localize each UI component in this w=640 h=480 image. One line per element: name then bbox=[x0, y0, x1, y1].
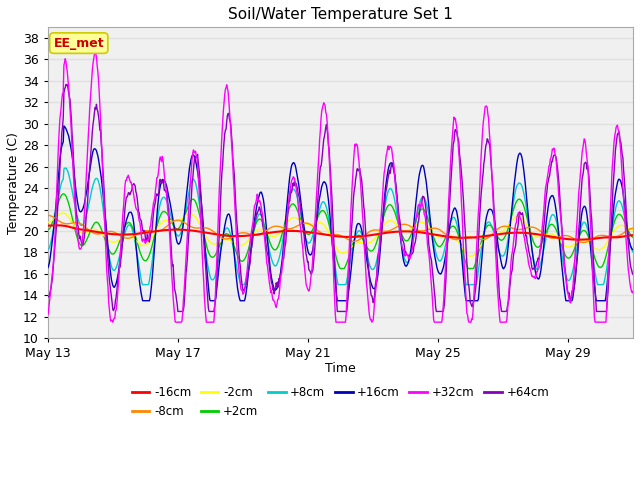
Y-axis label: Temperature (C): Temperature (C) bbox=[7, 132, 20, 234]
-8cm bbox=[44, 213, 51, 218]
+32cm bbox=[377, 220, 385, 226]
X-axis label: Time: Time bbox=[325, 361, 356, 375]
Text: EE_met: EE_met bbox=[54, 36, 104, 49]
-8cm bbox=[65, 221, 72, 227]
+2cm bbox=[60, 191, 67, 197]
+8cm bbox=[61, 165, 69, 171]
Line: +8cm: +8cm bbox=[47, 168, 633, 285]
+8cm bbox=[44, 247, 51, 252]
+64cm bbox=[62, 82, 70, 87]
-16cm bbox=[575, 237, 582, 242]
+8cm bbox=[377, 233, 385, 239]
+8cm bbox=[629, 249, 637, 255]
-2cm bbox=[257, 227, 265, 232]
+16cm bbox=[140, 298, 147, 304]
-2cm bbox=[182, 213, 190, 218]
-2cm bbox=[44, 219, 51, 225]
+16cm bbox=[44, 265, 51, 271]
-16cm bbox=[54, 222, 61, 228]
+16cm bbox=[289, 160, 297, 166]
+64cm bbox=[258, 215, 266, 220]
Title: Soil/Water Temperature Set 1: Soil/Water Temperature Set 1 bbox=[228, 7, 452, 22]
+64cm bbox=[518, 211, 525, 217]
-8cm bbox=[629, 225, 637, 231]
+16cm bbox=[60, 123, 68, 129]
+8cm bbox=[139, 282, 147, 288]
+32cm bbox=[65, 84, 72, 89]
+32cm bbox=[629, 290, 637, 296]
Line: +32cm: +32cm bbox=[47, 54, 633, 322]
+8cm bbox=[258, 214, 266, 219]
Line: -8cm: -8cm bbox=[47, 216, 633, 242]
+2cm bbox=[629, 235, 637, 240]
-2cm bbox=[467, 253, 475, 259]
+32cm bbox=[258, 209, 266, 215]
+16cm bbox=[65, 137, 73, 143]
+32cm bbox=[92, 51, 100, 57]
+64cm bbox=[289, 180, 297, 186]
+32cm bbox=[289, 174, 297, 180]
Line: +2cm: +2cm bbox=[47, 194, 633, 268]
+16cm bbox=[629, 247, 637, 253]
+64cm bbox=[174, 309, 182, 314]
+64cm bbox=[65, 94, 73, 100]
-16cm bbox=[44, 223, 51, 228]
-16cm bbox=[517, 230, 525, 236]
Line: +64cm: +64cm bbox=[47, 84, 633, 312]
-2cm bbox=[518, 216, 525, 221]
+32cm bbox=[109, 319, 116, 325]
+64cm bbox=[44, 294, 51, 300]
+2cm bbox=[65, 203, 73, 209]
+8cm bbox=[289, 186, 297, 192]
Line: +16cm: +16cm bbox=[47, 126, 633, 301]
+2cm bbox=[518, 199, 525, 204]
-8cm bbox=[257, 231, 264, 237]
-16cm bbox=[376, 231, 384, 237]
-2cm bbox=[376, 228, 384, 234]
-2cm bbox=[629, 227, 637, 233]
+16cm bbox=[518, 154, 525, 160]
+8cm bbox=[65, 174, 73, 180]
+32cm bbox=[44, 312, 51, 318]
+64cm bbox=[377, 237, 385, 243]
Legend: -16cm, -8cm, -2cm, +2cm, +8cm, +16cm, +32cm, +64cm: -16cm, -8cm, -2cm, +2cm, +8cm, +16cm, +3… bbox=[127, 382, 554, 423]
Line: -16cm: -16cm bbox=[47, 225, 633, 240]
+32cm bbox=[518, 221, 525, 227]
-8cm bbox=[288, 226, 296, 231]
-8cm bbox=[182, 220, 189, 226]
-2cm bbox=[59, 210, 67, 216]
-2cm bbox=[289, 215, 296, 220]
+2cm bbox=[337, 265, 344, 271]
-16cm bbox=[629, 232, 637, 238]
+16cm bbox=[183, 190, 191, 195]
-16cm bbox=[65, 224, 73, 230]
+2cm bbox=[377, 225, 385, 230]
Line: -2cm: -2cm bbox=[47, 213, 633, 256]
+64cm bbox=[183, 264, 191, 270]
+32cm bbox=[183, 244, 191, 250]
+2cm bbox=[182, 209, 190, 215]
-16cm bbox=[289, 228, 296, 234]
-16cm bbox=[182, 227, 190, 233]
+8cm bbox=[183, 202, 191, 208]
-16cm bbox=[257, 231, 265, 237]
-2cm bbox=[65, 215, 73, 221]
-8cm bbox=[376, 228, 383, 233]
+64cm bbox=[629, 272, 637, 277]
-8cm bbox=[580, 240, 588, 245]
+2cm bbox=[257, 217, 265, 223]
+2cm bbox=[44, 227, 51, 233]
+8cm bbox=[518, 183, 525, 189]
+16cm bbox=[258, 191, 266, 197]
+2cm bbox=[289, 201, 296, 207]
+16cm bbox=[377, 241, 385, 247]
-8cm bbox=[516, 227, 524, 232]
